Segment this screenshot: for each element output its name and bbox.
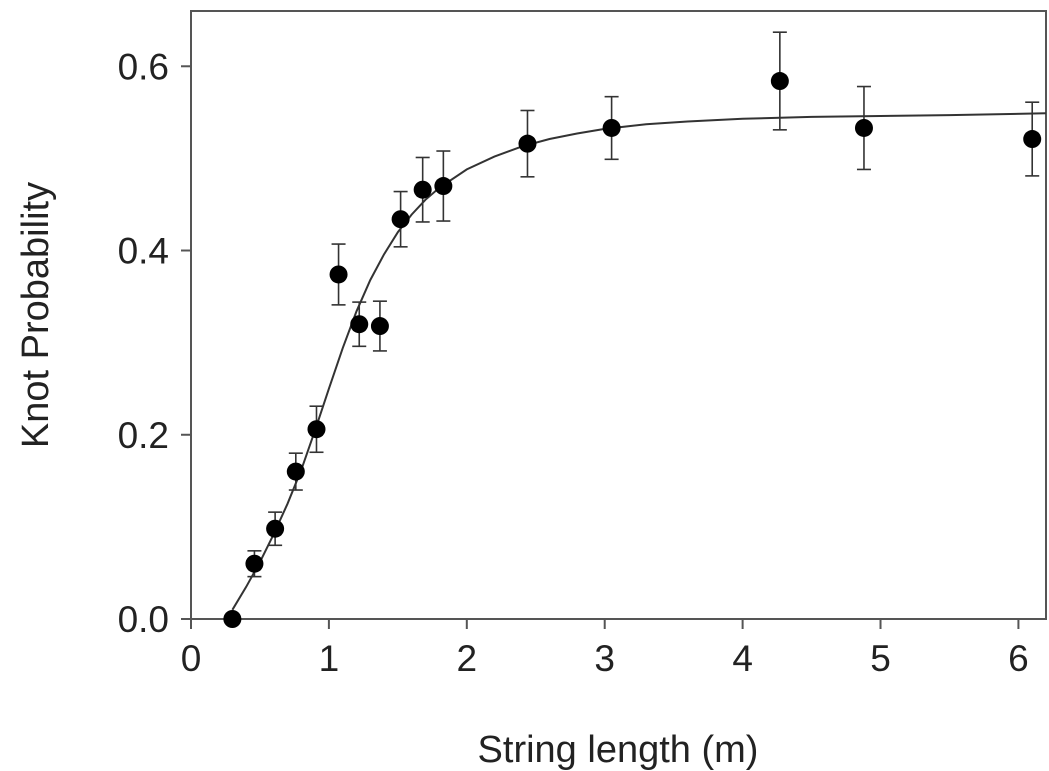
x-tick-label: 3: [594, 638, 615, 679]
x-tick-label: 6: [1008, 638, 1029, 679]
x-tick-label: 5: [870, 638, 891, 679]
y-tick-label: 0.2: [118, 415, 169, 456]
y-axis: 0.0 0.2 0.4 0.6: [118, 46, 191, 640]
x-tick-label: 0: [181, 638, 202, 679]
data-point: [307, 420, 326, 439]
x-axis-title: String length (m): [478, 729, 759, 771]
x-tick-label: 2: [457, 638, 478, 679]
data-point: [854, 118, 873, 137]
data-point: [391, 210, 410, 229]
data-point: [329, 265, 348, 284]
data-point: [434, 177, 453, 196]
plot-frame: [190, 10, 1047, 620]
data-point: [770, 72, 789, 91]
y-tick-label: 0.6: [118, 46, 169, 87]
fit-curve: [231, 112, 1047, 611]
y-tick-label: 0.4: [118, 231, 169, 272]
x-tick-label: 1: [319, 638, 340, 679]
error-bars: [247, 31, 1040, 578]
data-points: [223, 72, 1042, 628]
data-point: [245, 554, 264, 573]
x-tick-label: 4: [732, 638, 753, 679]
x-axis: 0 1 2 3 4 5 6: [181, 619, 1029, 679]
data-point: [223, 610, 242, 628]
data-point: [413, 180, 432, 199]
y-tick-label: 0.0: [118, 599, 169, 640]
data-point: [370, 317, 389, 336]
data-point: [266, 519, 285, 538]
data-point: [518, 134, 537, 153]
data-point: [1023, 130, 1042, 149]
data-point: [286, 462, 305, 481]
y-axis-title: Knot Probability: [15, 182, 57, 448]
data-point: [350, 315, 369, 334]
data-point: [602, 118, 621, 137]
